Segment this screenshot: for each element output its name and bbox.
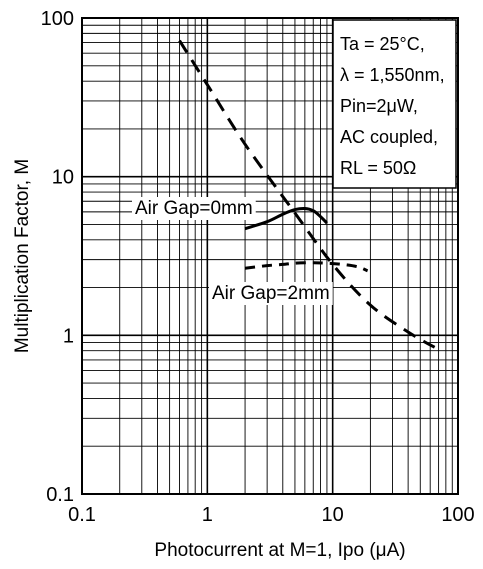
condition-line: Pin=2μW, [340,96,418,116]
condition-line: Ta = 25°C, [340,34,425,54]
series-line-air-gap-2mm [244,261,369,273]
series-line-air-gap-0mm [244,206,329,231]
series-label-air-gap-2mm: Air Gap=2mm [212,283,330,304]
x-tick-label: 10 [322,504,344,526]
y-tick-label: 10 [52,167,74,189]
y-tick-label: 1 [63,325,74,347]
series-label-background [209,282,333,305]
plot-frame [81,17,459,495]
x-axis-label: Photocurrent at M=1, Ipo (μA) [154,540,405,561]
condition-line: RL = 50Ω [340,158,416,178]
y-tick-label: 0.1 [46,484,74,506]
conditions-box-frame [332,19,457,189]
condition-line: λ = 1,550nm, [340,65,445,85]
chart-series [178,39,436,349]
conditions-box: Ta = 25°C, λ = 1,550nm, Pin=2μW, AC coup… [332,19,457,189]
condition-line: AC coupled, [340,127,438,147]
y-axis-label: Multiplication Factor, M [12,159,33,353]
series-label-background [132,197,256,220]
y-tick-label: 100 [41,8,74,30]
tick-labels: 0.1 1 10 100 0.1 1 10 100 [41,8,475,526]
series-label-air-gap-0mm: Air Gap=0mm [135,198,253,219]
x-tick-label: 0.1 [68,504,96,526]
x-tick-label: 1 [202,504,213,526]
x-tick-label: 100 [441,504,474,526]
